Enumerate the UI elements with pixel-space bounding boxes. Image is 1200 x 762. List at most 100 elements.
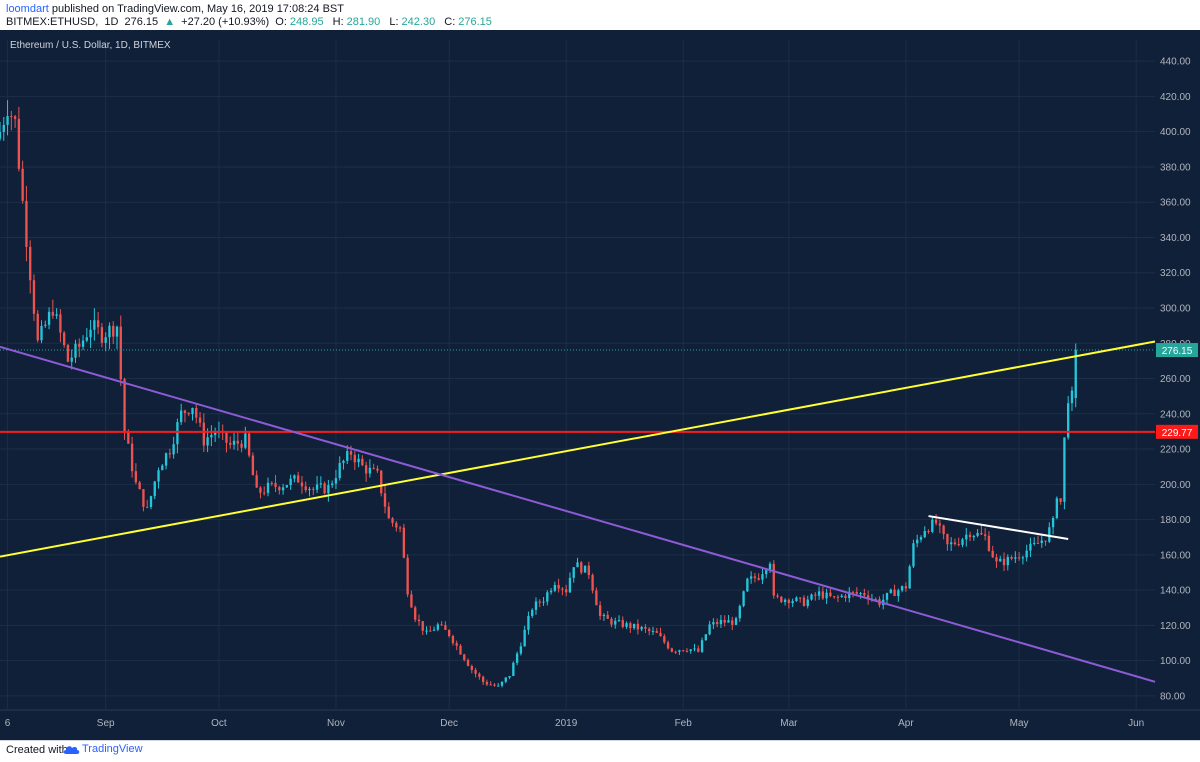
candle-body <box>112 325 115 337</box>
candle-body <box>406 557 409 595</box>
candle-body <box>799 597 802 599</box>
candle-body <box>693 648 696 650</box>
candle-body <box>376 468 379 471</box>
candle-body <box>59 314 62 333</box>
candle-body <box>198 417 202 423</box>
candle-body <box>183 410 187 413</box>
candle-body <box>531 609 534 616</box>
candle-body <box>515 653 519 663</box>
high-value: 281.90 <box>346 16 381 28</box>
candle-body <box>568 577 572 593</box>
symbol-info: BITMEX:ETHUSD, 1D 276.15 ▲ +27.20 (+10.9… <box>6 16 498 28</box>
candle-body <box>206 437 209 446</box>
candle-body <box>897 590 900 597</box>
candle-body <box>10 116 13 118</box>
candle-body <box>595 590 598 606</box>
candle-body <box>289 478 292 486</box>
y-tick-label: 360.00 <box>1160 198 1191 209</box>
author-link[interactable]: loomdart <box>6 3 49 15</box>
candle-body <box>247 433 251 456</box>
y-tick-label: 100.00 <box>1160 656 1191 667</box>
chart-title: Ethereum / U.S. Dollar, 1D, BITMEX <box>10 40 171 51</box>
candle-body <box>278 487 281 491</box>
candle-body <box>927 531 930 533</box>
candle-body <box>391 518 394 523</box>
candle-body <box>338 462 341 479</box>
candle-body <box>814 594 817 596</box>
candle-body <box>950 542 953 545</box>
price-change: +27.20 (+10.93%) <box>181 16 270 28</box>
candle-body <box>640 626 643 630</box>
candle-body <box>414 607 417 620</box>
candle-body <box>161 465 164 471</box>
candle-body <box>297 475 300 483</box>
candle-body <box>323 483 326 494</box>
candle-body <box>557 584 560 589</box>
open-value: 248.95 <box>289 16 324 28</box>
candle-body <box>425 630 428 632</box>
candle-body <box>572 567 575 578</box>
candle-body <box>817 591 821 596</box>
candle-body <box>508 675 511 678</box>
candle-body <box>723 619 726 623</box>
y-tick-label: 260.00 <box>1160 374 1191 385</box>
candle-body <box>583 565 587 573</box>
candle-body <box>712 622 715 625</box>
candle-body <box>1063 437 1066 502</box>
x-tick-label: 2019 <box>555 718 578 729</box>
candle-body <box>644 626 647 629</box>
candle-body <box>731 620 734 625</box>
candle-body <box>270 482 273 484</box>
candle-body <box>485 681 489 685</box>
candle-body <box>738 606 741 619</box>
candle-body <box>957 544 960 546</box>
candle-body <box>704 634 708 641</box>
y-tick-label: 220.00 <box>1160 445 1191 456</box>
candle-body <box>1017 557 1021 559</box>
candle-body <box>361 458 364 466</box>
candle-body <box>961 539 964 545</box>
candle-body <box>1014 557 1017 559</box>
candle-body <box>70 357 73 362</box>
candle-body <box>715 622 719 625</box>
price-chart[interactable]: 80.00 100.00 120.00 140.00 160.00 180.00 200.0… <box>0 30 1200 740</box>
tradingview-brand[interactable]: TradingView <box>62 743 143 755</box>
candle-body <box>1040 540 1043 543</box>
candle-body <box>304 486 307 491</box>
y-tick-label: 380.00 <box>1160 162 1191 173</box>
candle-body <box>621 620 624 627</box>
candle-body <box>44 324 47 326</box>
candle-body <box>776 595 779 597</box>
published-text: published on TradingView.com, May 16, 20… <box>51 3 344 15</box>
candle-body <box>836 596 840 598</box>
candle-body <box>965 534 968 540</box>
open-label: O: <box>275 16 287 28</box>
candle-body <box>832 596 836 598</box>
candle-body <box>213 432 217 435</box>
candle-body <box>659 632 662 637</box>
x-tick-label: Mar <box>780 718 798 729</box>
candle-body <box>761 574 764 580</box>
candle-body <box>240 443 243 448</box>
candle-body <box>142 489 145 507</box>
chart-area[interactable] <box>0 30 1200 740</box>
last-price-badge <box>1156 343 1198 358</box>
last-price: 276.15 <box>124 16 159 28</box>
candle-body <box>663 636 666 643</box>
candle-body <box>598 605 602 617</box>
candle-body <box>655 631 658 633</box>
candle-body <box>700 640 704 652</box>
candle-body <box>66 345 70 362</box>
candle-body <box>866 595 870 600</box>
candle-body <box>512 662 515 676</box>
candle-body <box>757 578 760 580</box>
candle-body <box>180 410 183 423</box>
candle-body <box>130 443 134 472</box>
x-tick-label: Sep <box>97 718 115 729</box>
candle-body <box>900 586 904 591</box>
candle-body <box>21 168 24 201</box>
candle-body <box>908 566 911 589</box>
candle-body <box>62 332 66 346</box>
candle-body <box>810 594 813 600</box>
publish-info: loomdart published on TradingView.com, M… <box>6 3 344 15</box>
